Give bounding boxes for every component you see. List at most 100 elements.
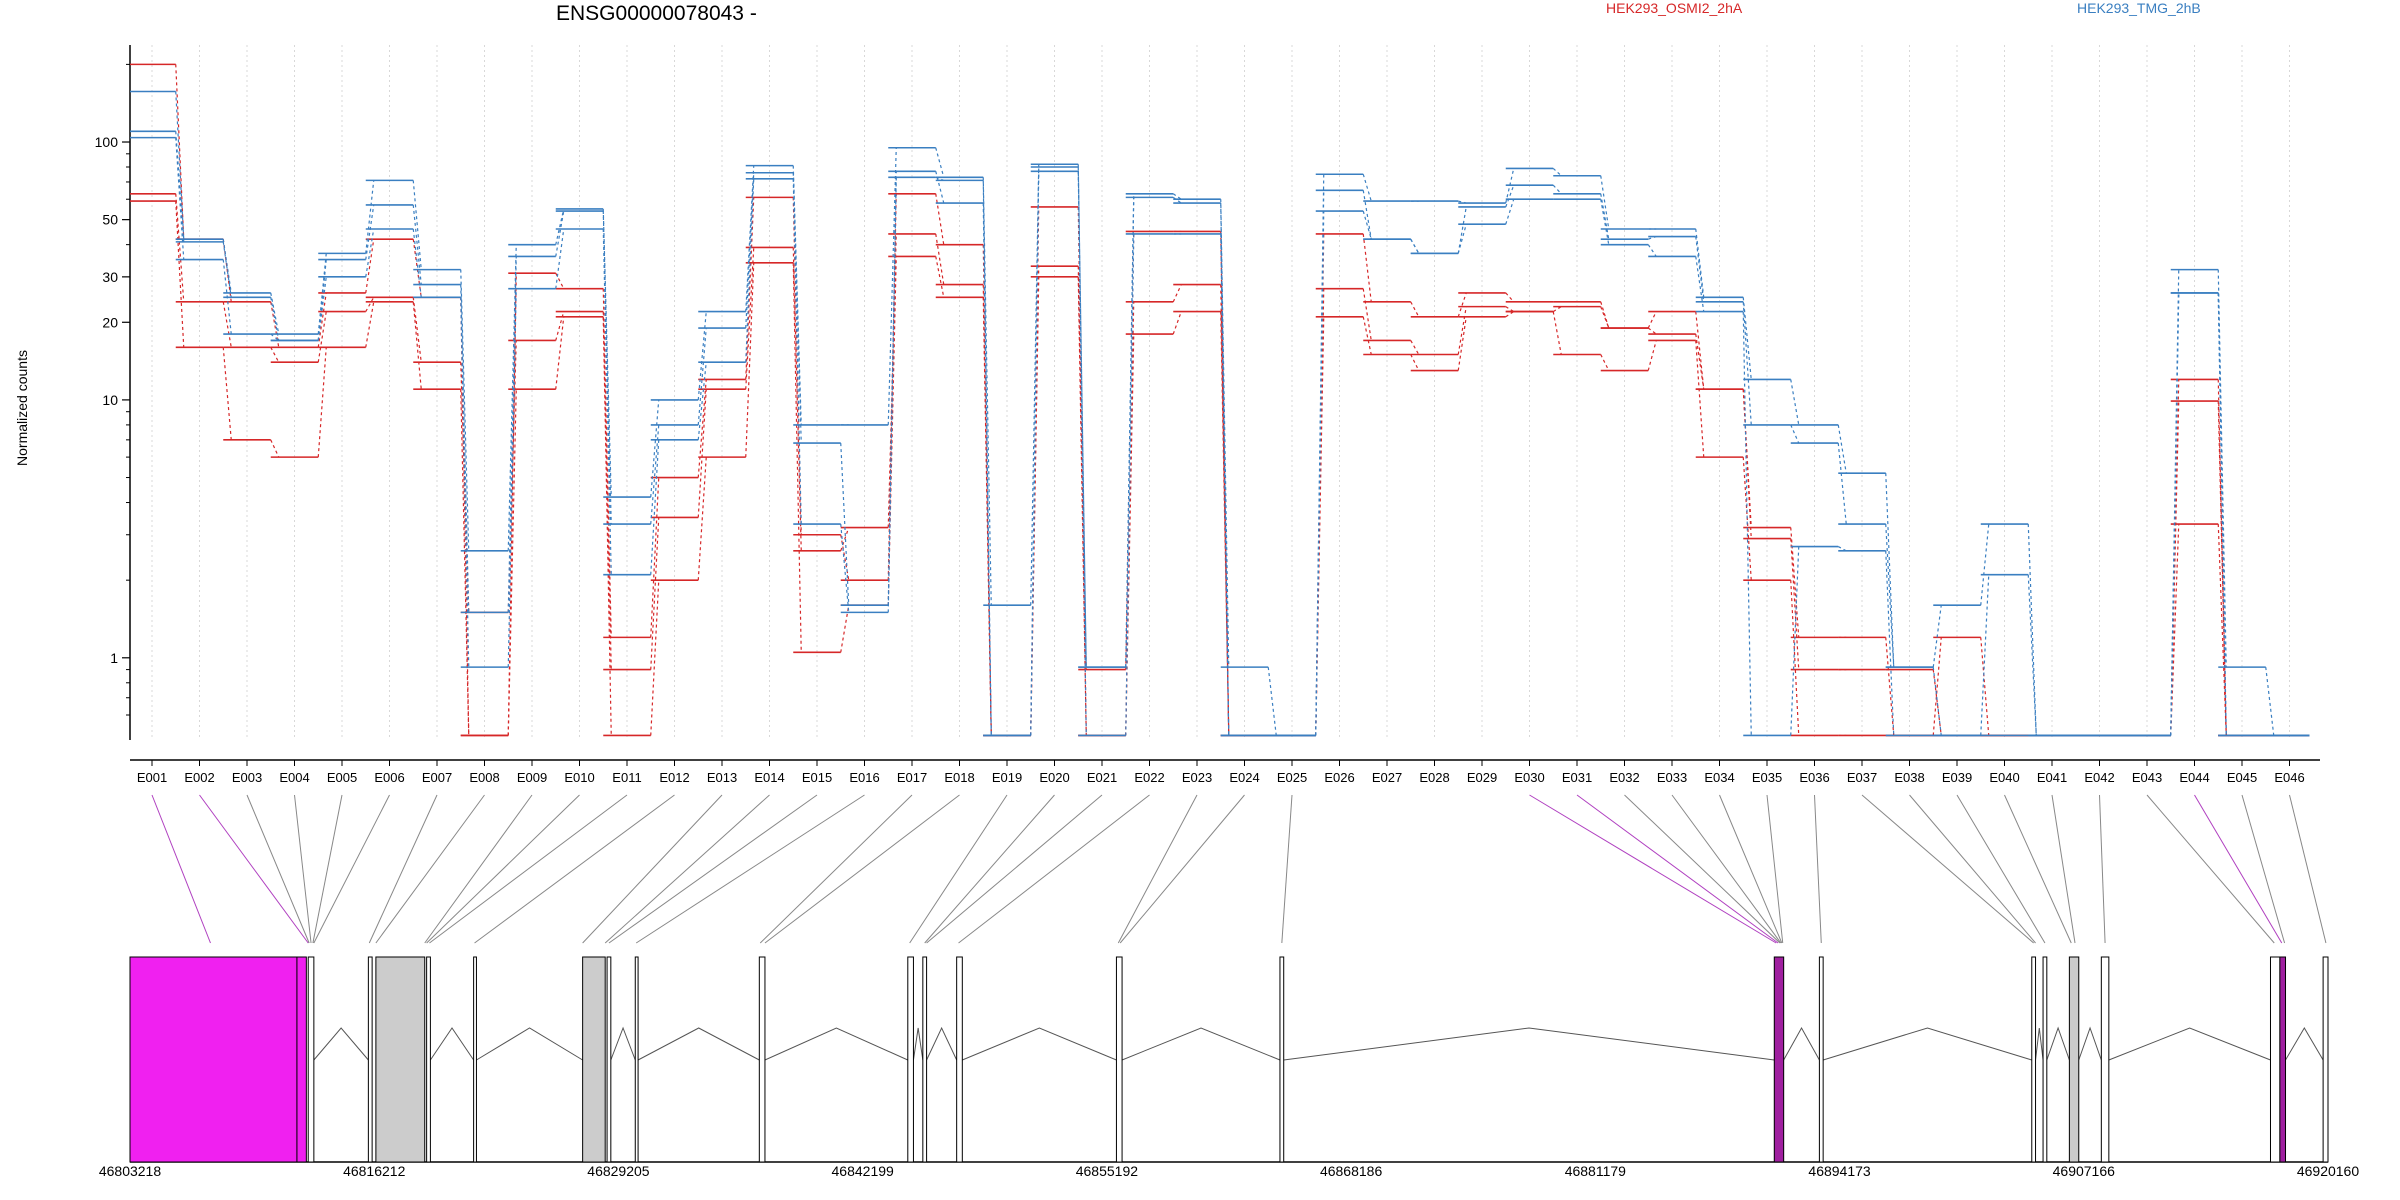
exon-connector <box>635 794 865 944</box>
exon-connector <box>2289 794 2327 944</box>
series-connector-5 <box>222 259 232 335</box>
exon-connector <box>1281 794 1293 944</box>
series-connector-0 <box>2217 379 2227 736</box>
series-connector-3 <box>2170 269 2180 736</box>
x-tick-label: E021 <box>1087 770 1117 785</box>
exon-connector <box>924 794 1055 944</box>
x-tick-label: E039 <box>1942 770 1972 785</box>
intron-line <box>1823 1027 2032 1061</box>
series-connector-2 <box>1077 276 1087 736</box>
series-connector-1 <box>745 247 755 390</box>
series-connector-4 <box>1077 166 1087 668</box>
series-connector-4 <box>1552 184 1562 195</box>
series-connector-2 <box>460 389 470 736</box>
intron-line <box>313 1027 369 1061</box>
exon-block <box>307 956 315 1163</box>
series-connector-2 <box>982 297 992 736</box>
series-connector-3 <box>175 91 185 240</box>
series-connector-4 <box>555 210 565 257</box>
exon-connector <box>958 794 1150 944</box>
series-connector-3 <box>1030 164 1040 606</box>
exon-block <box>367 956 373 1163</box>
exon-connector <box>1671 794 1782 944</box>
y-tick-label: 50 <box>102 212 118 228</box>
intron-line <box>912 1027 924 1061</box>
series-connector-2 <box>1695 340 1705 458</box>
series-connector-5 <box>602 228 612 575</box>
x-tick-label: E026 <box>1324 770 1354 785</box>
x-tick-label: E015 <box>802 770 832 785</box>
series-connector-5 <box>1457 224 1467 254</box>
exon-block <box>956 956 963 1163</box>
series-connector-0 <box>650 477 660 638</box>
x-tick-label: E036 <box>1799 770 1829 785</box>
series-connector-1 <box>412 297 422 363</box>
series-connector-1 <box>175 193 185 302</box>
series-connector-5 <box>1790 546 1800 736</box>
series-connector-5 <box>365 228 375 277</box>
series-connector-5 <box>1505 199 1515 225</box>
x-tick-label: E007 <box>422 770 452 785</box>
series-connector-2 <box>222 347 232 440</box>
series-connector-5 <box>1742 311 1752 736</box>
exon-connector <box>608 794 818 944</box>
exon-connector <box>926 794 1103 944</box>
series-connector-2 <box>175 201 185 348</box>
exon-connector <box>1576 794 1779 944</box>
series-connector-5 <box>840 524 850 613</box>
genome-coordinate-label: 46907166 <box>2053 1163 2116 1179</box>
series-connector-2 <box>840 605 850 653</box>
series-connector-5 <box>1030 171 1040 736</box>
series-connector-4 <box>1172 196 1182 204</box>
series-connector-2 <box>2170 524 2180 736</box>
series-connector-5 <box>650 439 660 575</box>
series-connector-1 <box>1410 340 1420 355</box>
exon-connector <box>429 794 628 944</box>
series-connector-1 <box>1362 288 1372 341</box>
series-connector-4 <box>650 424 660 525</box>
series-connector-0 <box>1505 292 1515 303</box>
intron-line <box>764 1027 909 1061</box>
series-connector-5 <box>697 362 707 440</box>
legend-label-tmg: HEK293_TMG_2hB <box>2077 0 2201 16</box>
series-connector-3 <box>887 147 897 425</box>
y-tick-label: 10 <box>102 392 118 408</box>
exon-connector <box>1766 794 1784 944</box>
series-connector-5 <box>2170 292 2180 736</box>
exon-block <box>606 956 612 1163</box>
series-connector-3 <box>317 253 327 335</box>
series-connector-2 <box>1172 311 1182 335</box>
y-tick-label: 1 <box>110 650 118 666</box>
exon-block <box>375 956 426 1163</box>
series-connector-4 <box>2027 574 2037 736</box>
series-connector-2 <box>1600 354 1610 371</box>
series-connector-2 <box>1505 311 1515 318</box>
genome-coordinate-label: 46868186 <box>1320 1163 1383 1179</box>
x-tick-label: E020 <box>1039 770 1069 785</box>
exon-block <box>2100 956 2110 1163</box>
series-connector-0 <box>222 239 232 302</box>
x-tick-label: E006 <box>374 770 404 785</box>
series-connector-2 <box>555 316 565 390</box>
series-connector-5 <box>982 180 992 736</box>
series-connector-3 <box>1980 524 1990 606</box>
x-tick-label: E001 <box>137 770 167 785</box>
exon-block <box>582 956 606 1163</box>
series-connector-2 <box>1790 580 1800 736</box>
series-connector-3 <box>935 147 945 178</box>
series-connector-2 <box>1742 457 1752 581</box>
x-tick-label: E031 <box>1562 770 1592 785</box>
intron-line <box>1121 1027 1281 1061</box>
exon-block <box>426 956 431 1163</box>
series-connector-3 <box>1600 175 1610 230</box>
exon-connector <box>375 794 485 944</box>
x-tick-label: E004 <box>279 770 309 785</box>
series-connector-3 <box>1362 174 1372 202</box>
series-connector-1 <box>1172 284 1182 303</box>
exon-connector <box>909 794 1008 944</box>
series-connector-2 <box>602 316 612 736</box>
series-connector-3 <box>1885 473 1895 668</box>
series-connector-2 <box>792 262 802 653</box>
x-tick-label: E014 <box>754 770 784 785</box>
